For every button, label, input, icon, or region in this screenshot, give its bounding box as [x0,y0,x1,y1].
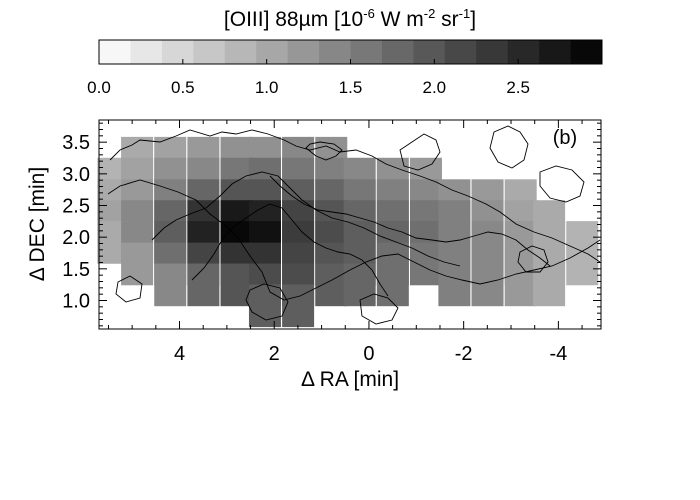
x-tick-label: -4 [549,343,567,365]
colorbar-tick-label: 0.5 [171,78,195,97]
heatmap-cell [282,284,315,328]
heatmap-cell [438,263,471,307]
heatmap-cell [248,284,281,328]
colorbar-swatch [193,40,226,64]
colorbar-swatch [161,40,194,64]
colorbar-tick-label: 1.0 [255,78,279,97]
heatmap-cell [376,263,409,307]
colorbar-swatch [287,40,320,64]
y-tick-label: 1.5 [62,259,90,281]
heatmap-cell [220,263,253,307]
contour-line [245,283,289,321]
contour-line [191,203,389,297]
colorbar-tick-label: 0.0 [87,78,111,97]
contour-line [151,171,461,267]
x-tick-label: -2 [455,343,473,365]
heatmap-cell [315,263,348,307]
heatmap-cell [566,242,599,286]
x-axis-label: Δ RA [min] [301,368,399,391]
y-axis-label: Δ DEC [min] [26,167,49,281]
heatmap-cell [187,263,220,307]
colorbar-tick-label: 1.5 [339,78,363,97]
y-tick-label: 3.5 [62,132,90,154]
colorbar-ticks: 0.0 0.5 1.0 1.5 2.0 2.5 [87,59,530,97]
y-tick-label: 3.0 [62,164,90,186]
colorbar-swatch [256,40,289,64]
colorbar-title: [OIII] 88µm [10-6 W m-2 sr-1] [224,6,476,31]
contour-line [489,125,529,169]
colorbar-swatch [381,40,414,64]
heatmap-cell [121,242,154,286]
x-tick-label: 2 [269,343,280,365]
contour-line [269,175,551,267]
colorbar-tick-label: 2.0 [423,78,447,97]
axis-ticks: 4 2 0 -2 -4 1.0 1.5 2.0 2.5 3.0 3.5 [62,120,601,365]
colorbar-swatches [99,40,603,64]
colorbar-swatch [99,40,131,64]
colorbar-swatch [507,40,540,64]
colorbar-swatch [413,40,446,64]
contour-line [539,165,585,203]
contour-line [359,293,399,325]
colorbar-swatch [539,40,572,64]
colorbar-swatch [570,40,603,64]
y-tick-label: 2.5 [62,196,90,218]
colorbar-swatch [350,40,383,64]
contour-line [517,245,549,273]
colorbar-swatch [224,40,257,64]
x-tick-label: 4 [174,343,185,365]
heatmap-cell [154,263,187,307]
colorbar-swatch [444,40,477,64]
contour-line [115,275,143,303]
x-tick-label: 0 [363,343,374,365]
heatmap-cell [471,263,504,307]
contour-line [305,141,343,161]
y-tick-label: 2.0 [62,227,90,249]
heatmap-cell [504,263,537,307]
contour-line [107,179,601,301]
contour-line [399,133,441,171]
colorbar-swatch [130,40,163,64]
panel-label: (b) [553,127,577,149]
heatmap-cell [533,263,566,307]
contour-overlay [107,125,601,325]
y-tick-label: 1.0 [62,291,90,313]
colorbar-swatch [319,40,351,64]
colorbar-swatch [476,40,509,64]
heatmap-cells [97,136,599,328]
colorbar-tick-label: 2.5 [506,78,530,97]
